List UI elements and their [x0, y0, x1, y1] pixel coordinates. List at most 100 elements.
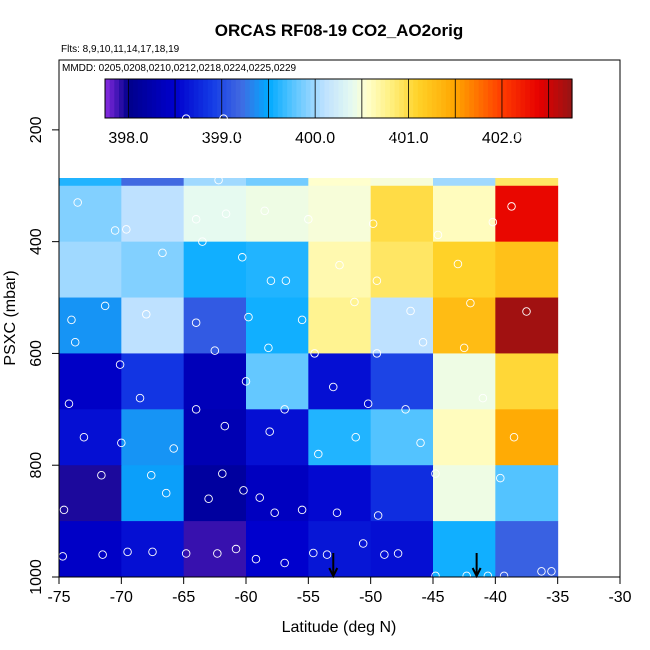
sample-marker: [153, 164, 162, 174]
heatmap-cell: [370, 241, 434, 299]
colorbar-swatch: [487, 79, 494, 118]
profile-arrows: [328, 553, 482, 579]
colorbar-swatch: [389, 79, 396, 118]
heatmap-cell: [121, 178, 185, 187]
colorbar-swatch: [375, 79, 382, 118]
colorbar-swatch: [431, 79, 438, 118]
colorbar-swatch: [315, 79, 321, 118]
heatmap-cell: [495, 241, 559, 299]
sample-marker: [474, 161, 484, 171]
heatmap-cell: [246, 241, 309, 299]
sample-marker: [314, 449, 323, 459]
sample-marker: [322, 550, 332, 559]
sample-marker: [535, 132, 545, 141]
sample-marker: [395, 132, 404, 141]
sample-marker: [73, 198, 82, 207]
sample-marker: [543, 132, 552, 141]
colorbar-swatch: [464, 79, 470, 118]
heatmap-cell: [308, 465, 372, 522]
sample-marker: [219, 114, 228, 123]
colorbar-swatch: [543, 79, 550, 118]
colorbar-swatch: [207, 79, 214, 118]
sample-marker: [604, 132, 614, 141]
colorbar-swatch: [268, 79, 274, 118]
sample-marker: [266, 153, 276, 163]
sample-marker: [79, 433, 89, 442]
y-axis: 200 400 600 800 1000: [28, 116, 59, 595]
heatmap-cell: [433, 465, 496, 522]
colorbar-swatch: [179, 79, 185, 118]
sample-marker: [260, 206, 269, 216]
colorbar-swatch: [161, 79, 167, 118]
colorbar-swatch: [441, 79, 447, 118]
colorbar-swatch: [511, 79, 517, 118]
dates-label: MMDD: 0205,0208,0210,0212,0218,0224,0225…: [62, 63, 297, 74]
sample-marker: [64, 399, 74, 408]
colorbar-swatch: [567, 79, 573, 118]
x-tick-label: -55: [297, 589, 320, 606]
colorbar-swatch: [553, 79, 559, 118]
sample-marker: [198, 237, 207, 246]
sample-marker: [161, 488, 171, 498]
sample-marker: [281, 131, 291, 140]
colorbar-swatch: [338, 79, 344, 118]
heatmap-cell: [308, 353, 372, 410]
colorbar-swatch: [529, 79, 536, 118]
heatmap-cell: [121, 185, 185, 243]
sample-marker: [358, 539, 368, 548]
heatmap-cell: [246, 185, 309, 243]
sample-marker: [110, 226, 120, 235]
x-tick-label: -65: [172, 589, 195, 606]
sample-marker: [158, 248, 167, 258]
sample-marker: [350, 297, 359, 307]
colorbar-tick-label: 400.0: [295, 130, 335, 147]
sample-marker: [210, 128, 220, 137]
sample-marker: [115, 360, 125, 369]
sample-marker: [590, 132, 600, 141]
sample-marker: [433, 230, 443, 240]
colorbar-swatch: [539, 79, 545, 118]
sample-marker: [266, 276, 276, 286]
colorbar-swatch: [273, 79, 279, 118]
heatmap-cell: [121, 297, 185, 354]
colorbar-swatch: [436, 79, 442, 118]
heatmap-cell: [59, 185, 122, 243]
sample-marker: [478, 393, 488, 403]
sample-marker: [238, 253, 247, 262]
sample-marker: [265, 427, 274, 436]
x-axis-label: Latitude (deg N): [282, 619, 397, 636]
heatmap-cell: [495, 185, 559, 243]
sample-marker: [270, 508, 279, 517]
heatmap-cell: [246, 465, 309, 522]
colorbar-swatch: [361, 79, 368, 118]
heatmap-cell: [183, 521, 247, 578]
sample-marker: [135, 393, 145, 403]
heatmap-cell: [59, 521, 122, 578]
colorbar-swatch: [221, 79, 228, 118]
sample-marker: [241, 377, 251, 386]
sample-marker: [239, 486, 248, 495]
colorbar-swatch: [254, 79, 260, 118]
colorbar-swatch: [455, 79, 461, 118]
sample-marker: [204, 494, 213, 504]
colorbar-swatch: [501, 79, 508, 118]
colorbar-swatch: [394, 79, 400, 118]
sample-marker: [509, 433, 519, 442]
sample-marker: [499, 571, 509, 581]
sample-marker: [496, 473, 505, 483]
colorbar-swatch: [287, 79, 293, 118]
sample-marker: [304, 215, 313, 224]
sample-marker: [453, 259, 463, 269]
y-tick-label: 800: [28, 452, 45, 479]
colorbar-swatch: [525, 79, 531, 118]
heatmap-cell: [246, 409, 309, 466]
heatmap-cell: [308, 185, 372, 243]
sample-marker: [213, 549, 222, 558]
sample-marker: [210, 346, 220, 355]
colorbar: [104, 78, 573, 119]
sample-marker: [191, 318, 201, 327]
sample-marker: [547, 567, 556, 576]
colorbar-swatch: [142, 79, 148, 118]
heatmap-cell: [59, 297, 122, 354]
heatmap-cell: [246, 297, 309, 354]
